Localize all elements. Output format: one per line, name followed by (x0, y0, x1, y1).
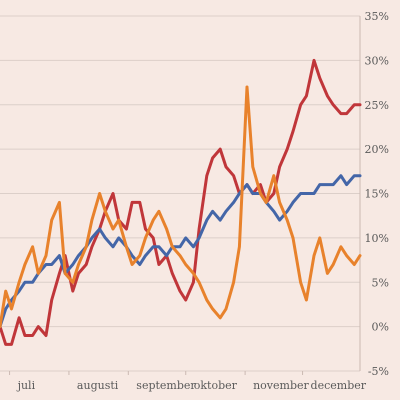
y-tick-label: 20% (365, 143, 389, 156)
y-tick-label: 25% (365, 99, 389, 112)
x-tick-label: juli (16, 379, 36, 392)
series-lines (0, 58, 362, 346)
x-tick-label: augusti (77, 379, 119, 392)
series-line-1 (0, 58, 362, 346)
y-tick-label: 10% (365, 232, 389, 245)
y-axis-ticks: -5% 0% 5% 10% 15% 20% 25% 30% 35% (365, 10, 389, 378)
series-line-2 (0, 174, 362, 329)
y-tick-label: 15% (365, 188, 389, 201)
x-tick-label: september (136, 379, 196, 392)
y-tick-label: 30% (365, 54, 389, 67)
y-tick-label: 35% (365, 10, 389, 23)
y-tick-label: 5% (372, 276, 389, 289)
y-tick-label: -5% (368, 365, 389, 378)
gridlines (0, 15, 361, 372)
x-tick-label: november (253, 379, 309, 392)
x-tick-label: oktober (194, 379, 238, 392)
y-tick-label: 0% (372, 321, 389, 334)
series-line-3 (0, 85, 362, 329)
x-tick-label: december (311, 379, 367, 392)
